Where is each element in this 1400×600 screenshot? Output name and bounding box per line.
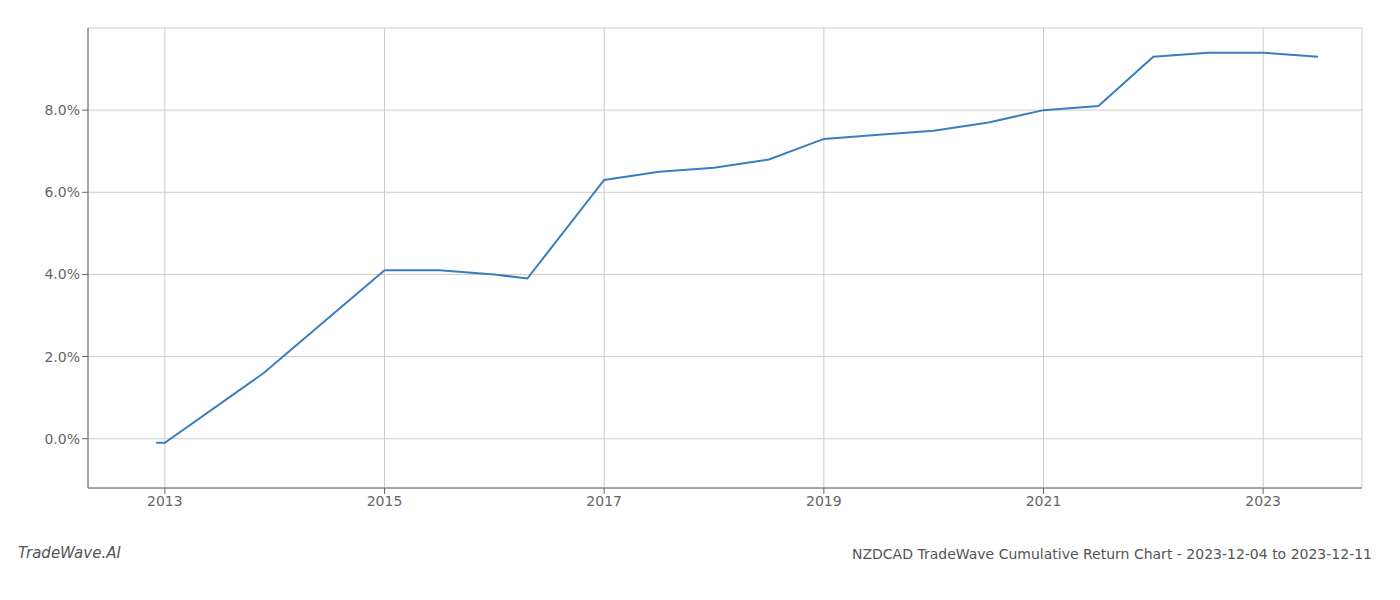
- svg-text:0.0%: 0.0%: [44, 431, 80, 447]
- svg-text:2017: 2017: [586, 493, 622, 509]
- html-text:TradeWave.AI: TradeWave.AI: [18, 544, 121, 562]
- html-text:NZDCAD TradeWave Cumulative Re: NZDCAD TradeWave Cumulative Return Chart…: [852, 546, 1372, 562]
- svg-text:4.0%: 4.0%: [44, 266, 80, 282]
- svg-text:2023: 2023: [1245, 493, 1281, 509]
- svg-text:2013: 2013: [147, 493, 183, 509]
- svg-text:2015: 2015: [367, 493, 403, 509]
- svg-text:6.0%: 6.0%: [44, 184, 80, 200]
- svg-text:8.0%: 8.0%: [44, 102, 80, 118]
- svg-text:2021: 2021: [1026, 493, 1062, 509]
- svg-text:2.0%: 2.0%: [44, 349, 80, 365]
- svg-text:2019: 2019: [806, 493, 842, 509]
